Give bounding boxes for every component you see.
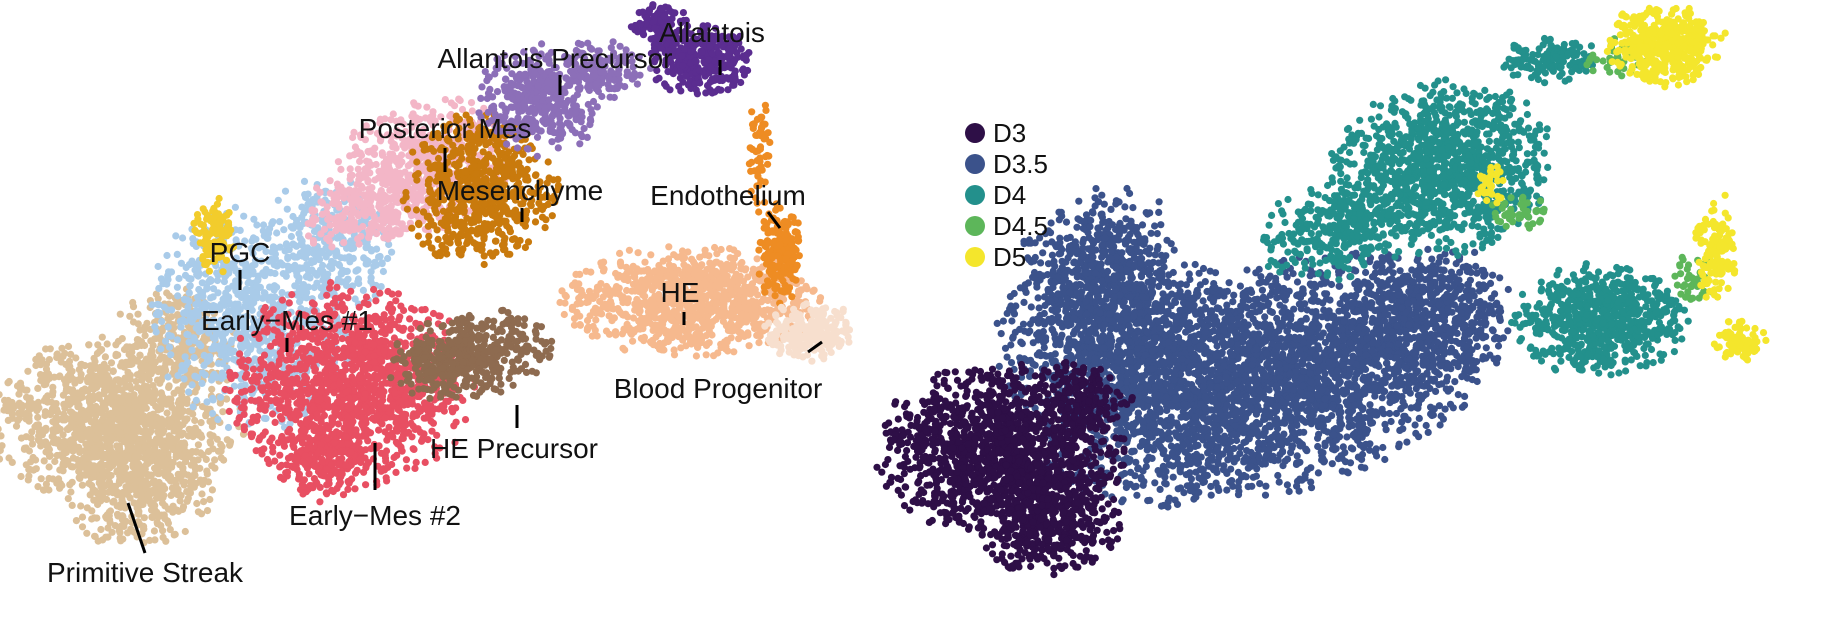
legend-swatch	[965, 154, 985, 174]
cluster-label: HE	[661, 277, 700, 308]
cluster-label: Primitive Streak	[47, 557, 244, 588]
cluster-label: Blood Progenitor	[614, 373, 823, 404]
timepoint-umap-points	[873, 5, 1769, 578]
cluster-label: Early−Mes #1	[201, 305, 373, 336]
legend-label: D3.5	[993, 149, 1048, 179]
legend-label: D3	[993, 118, 1026, 148]
legend-swatch	[965, 185, 985, 205]
cluster-label: Mesenchyme	[437, 175, 604, 206]
cluster-label: Allantois Precursor	[438, 43, 673, 74]
cluster-label: HE Precursor	[430, 433, 598, 464]
legend-swatch	[965, 216, 985, 236]
cluster-umap-points	[0, 1, 853, 546]
cluster-label: Endothelium	[650, 180, 806, 211]
legend-label: D4	[993, 180, 1026, 210]
legend-swatch	[965, 247, 985, 267]
cluster-label: Early−Mes #2	[289, 500, 461, 531]
cluster-label: Allantois	[659, 17, 765, 48]
cluster-label: PGC	[210, 237, 271, 268]
legend-swatch	[965, 123, 985, 143]
cluster-label: Posterior Mes	[359, 113, 532, 144]
legend-label: D5	[993, 242, 1026, 272]
legend-label: D4.5	[993, 211, 1048, 241]
